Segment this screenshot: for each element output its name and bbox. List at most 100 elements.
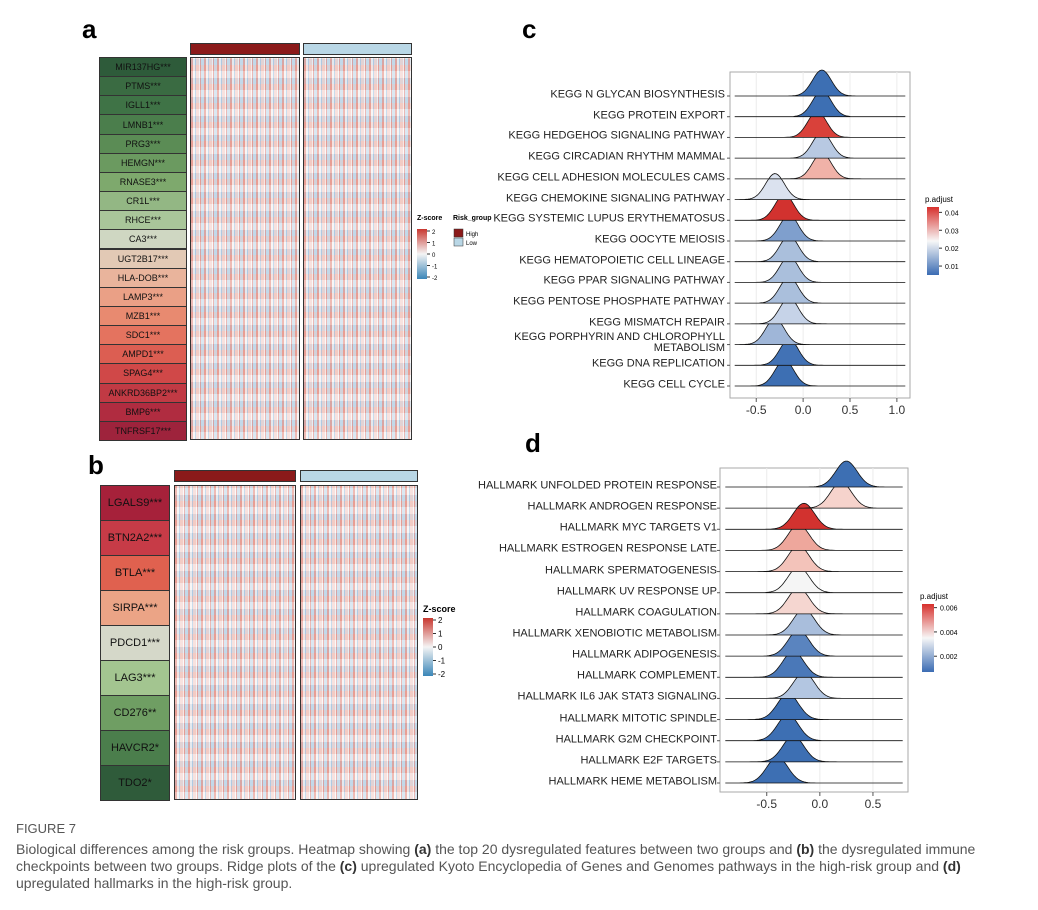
gene-label: HAVCR2* — [100, 730, 170, 766]
heatmap-cells — [300, 485, 418, 800]
y-tick-label: HALLMARK SPERMATOGENESIS — [545, 563, 717, 576]
y-tick-label: KEGG DNA REPLICATION — [591, 357, 725, 370]
panel-label: d — [525, 428, 541, 458]
y-tick-label: KEGG CELL ADHESION MOLECULES CAMS — [497, 171, 725, 184]
ridge — [734, 193, 906, 221]
ridge — [734, 256, 906, 283]
gene-label: SPAG4*** — [99, 363, 187, 384]
ridge — [725, 587, 903, 615]
ridge — [725, 481, 903, 509]
colorbar — [423, 618, 433, 676]
gene-label: TDO2* — [100, 765, 170, 801]
panel-label: a — [82, 14, 97, 44]
legend-title: p.adjust — [920, 592, 949, 601]
colorbar-tick-label: 0.02 — [945, 246, 959, 253]
gene-label: BTLA*** — [100, 555, 170, 591]
gene-label: CR1L*** — [99, 191, 187, 212]
gene-label: LAG3*** — [100, 660, 170, 696]
y-tick-label: HALLMARK MYC TARGETS V1 — [559, 521, 717, 534]
colorbar-tick-label: 0.03 — [945, 228, 959, 235]
ridge — [725, 651, 903, 678]
caption-label: FIGURE 7 — [16, 821, 76, 836]
legend-title: p.adjust — [925, 195, 954, 204]
caption-text: Biological differences among the risk gr… — [16, 841, 1026, 892]
caption-segment: (d) — [942, 858, 961, 874]
y-tick-label: HALLMARK ADIPOGENESIS — [572, 648, 717, 661]
colorbar-tick-label: 0.01 — [945, 264, 959, 271]
y-tick-label: KEGG HEDGEHOG SIGNALING PATHWAY — [508, 129, 725, 142]
gene-label: SIRPA*** — [100, 590, 170, 626]
x-tick-label: 0.5 — [842, 403, 859, 417]
y-tick-label: KEGG PORPHYRIN AND CHLOROPHYLL METABOLIS… — [514, 330, 725, 354]
gene-label: CA3*** — [99, 229, 187, 250]
colorbar-tick-label: 0.004 — [940, 630, 958, 637]
legend-title: Z-score — [423, 604, 456, 614]
colorbar-tick-label: -2 — [432, 276, 438, 282]
heatmap-cells — [303, 57, 412, 440]
caption-segment: the top 20 dysregulated features between… — [431, 841, 797, 857]
panel-label: b — [88, 450, 104, 480]
ridge — [725, 629, 903, 657]
group-bar — [190, 43, 300, 55]
ridge — [725, 523, 903, 551]
gene-label: RHCE*** — [99, 210, 187, 231]
y-tick-label: KEGG HEMATOPOIETIC CELL LINEAGE — [519, 254, 725, 267]
group-bar — [174, 470, 296, 482]
x-tick-label: 0.5 — [865, 797, 882, 811]
y-tick-label: HALLMARK ANDROGEN RESPONSE — [527, 500, 718, 513]
y-tick-label: HALLMARK COMPLEMENT — [577, 669, 717, 682]
colorbar-tick-label: 0 — [432, 253, 436, 259]
colorbar-tick-label: 2 — [438, 616, 443, 625]
caption-segment: (b) — [796, 841, 815, 857]
ridge — [734, 359, 906, 387]
legend-title: Risk_group — [453, 215, 492, 222]
colorbar-tick-label: 0.002 — [940, 654, 958, 661]
ridge — [725, 714, 903, 742]
caption-segment: the dysregulated immune checkpoints betw… — [16, 841, 976, 874]
y-tick-label: HALLMARK IL6 JAK STAT3 SIGNALING — [517, 690, 718, 703]
caption: FIGURE 7 Biological differences among th… — [16, 820, 1026, 892]
gene-label: PDCD1*** — [100, 625, 170, 661]
group-bar — [300, 470, 418, 482]
plots: 2 1 0 -1 -2 High Low 2 1 0 -1 -2 -0.5 0.0 0.5 1.0 p.adju… — [417, 69, 959, 811]
ridge — [725, 671, 903, 699]
ridge — [734, 69, 906, 97]
ridge — [725, 502, 903, 530]
colorbar-tick-label: 0 — [438, 643, 443, 652]
caption-segment: (c) — [339, 858, 357, 874]
gene-label: LGALS9*** — [100, 485, 170, 521]
y-tick-label: HALLMARK UV RESPONSE UP — [556, 585, 717, 598]
x-tick-label: -0.5 — [756, 797, 777, 811]
y-tick-label: HALLMARK HEME METABOLISM — [548, 775, 718, 788]
colorbar-tick-label: 0.04 — [945, 210, 959, 217]
y-tick-label: KEGG MISMATCH REPAIR — [589, 316, 725, 329]
x-tick-label: -0.5 — [746, 403, 767, 417]
y-tick-label: KEGG PROTEIN EXPORT — [593, 109, 725, 122]
gene-label: AMPD1*** — [99, 344, 187, 365]
ridge — [725, 756, 903, 784]
gene-label: UGT2B17*** — [99, 248, 187, 269]
ridge — [734, 297, 906, 325]
ridge — [734, 173, 906, 200]
y-tick-label: KEGG CIRCADIAN RHYTHM MAMMAL — [528, 150, 725, 163]
caption-segment: upregulated hallmarks in the high-risk g… — [16, 875, 293, 891]
ridge — [725, 545, 903, 572]
heatmap-cells — [190, 57, 300, 440]
gene-label: CD276** — [100, 695, 170, 731]
ridge — [734, 338, 906, 366]
x-tick-label: 0.0 — [811, 797, 828, 811]
gene-label: PTMS*** — [99, 76, 187, 97]
y-tick-label: HALLMARK UNFOLDED PROTEIN RESPONSE — [478, 479, 717, 492]
y-tick-label: KEGG OOCYTE MEIOSIS — [594, 233, 725, 246]
colorbar — [922, 604, 934, 672]
ridge — [734, 318, 906, 345]
y-tick-label: HALLMARK G2M CHECKPOINT — [555, 733, 717, 746]
heatmap-cells — [174, 485, 296, 800]
gene-label: MZB1*** — [99, 305, 187, 327]
y-tick-label: KEGG N GLYCAN BIOSYNTHESIS — [550, 88, 725, 101]
gene-label: HLA-DOB*** — [99, 267, 187, 288]
gene-label: LAMP3*** — [99, 286, 187, 307]
y-tick-label: HALLMARK MITOTIC SPINDLE — [559, 711, 718, 724]
colorbar — [927, 207, 939, 275]
legend-label: Low — [466, 241, 478, 247]
